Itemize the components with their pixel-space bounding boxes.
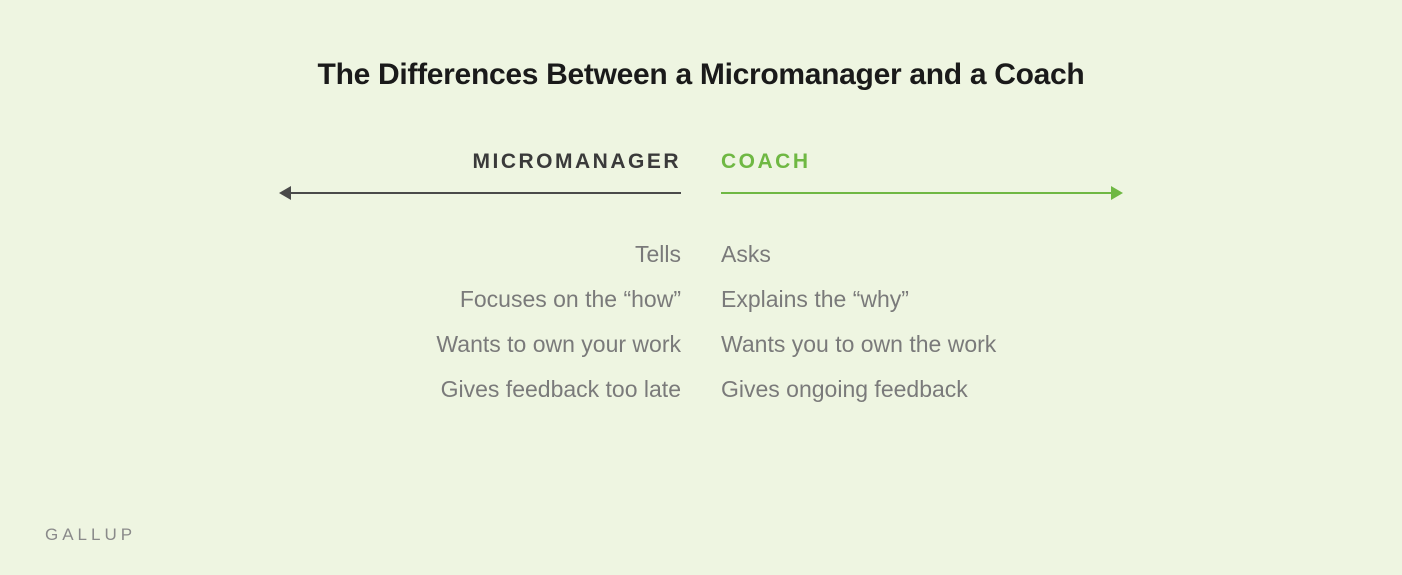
coach-column: COACH Asks Explains the “why” Wants you …	[721, 150, 1121, 411]
micromanager-column: MICROMANAGER Tells Focuses on the “how” …	[281, 150, 681, 411]
list-item: Tells	[281, 232, 681, 277]
list-item: Wants to own your work	[281, 322, 681, 367]
coach-header: COACH	[721, 150, 1121, 174]
list-item: Wants you to own the work	[721, 322, 1121, 367]
right-arrow	[721, 186, 1121, 200]
arrow-right-icon	[1111, 186, 1123, 200]
list-item: Gives ongoing feedback	[721, 367, 1121, 412]
arrow-right-line	[721, 192, 1121, 194]
comparison-container: MICROMANAGER Tells Focuses on the “how” …	[0, 150, 1402, 411]
list-item: Gives feedback too late	[281, 367, 681, 412]
list-item: Focuses on the “how”	[281, 277, 681, 322]
micromanager-header: MICROMANAGER	[281, 150, 681, 174]
footer-brand: GALLUP	[45, 525, 136, 545]
list-item: Explains the “why”	[721, 277, 1121, 322]
left-arrow	[281, 186, 681, 200]
list-item: Asks	[721, 232, 1121, 277]
arrow-left-line	[281, 192, 681, 194]
page-title: The Differences Between a Micromanager a…	[0, 0, 1402, 92]
